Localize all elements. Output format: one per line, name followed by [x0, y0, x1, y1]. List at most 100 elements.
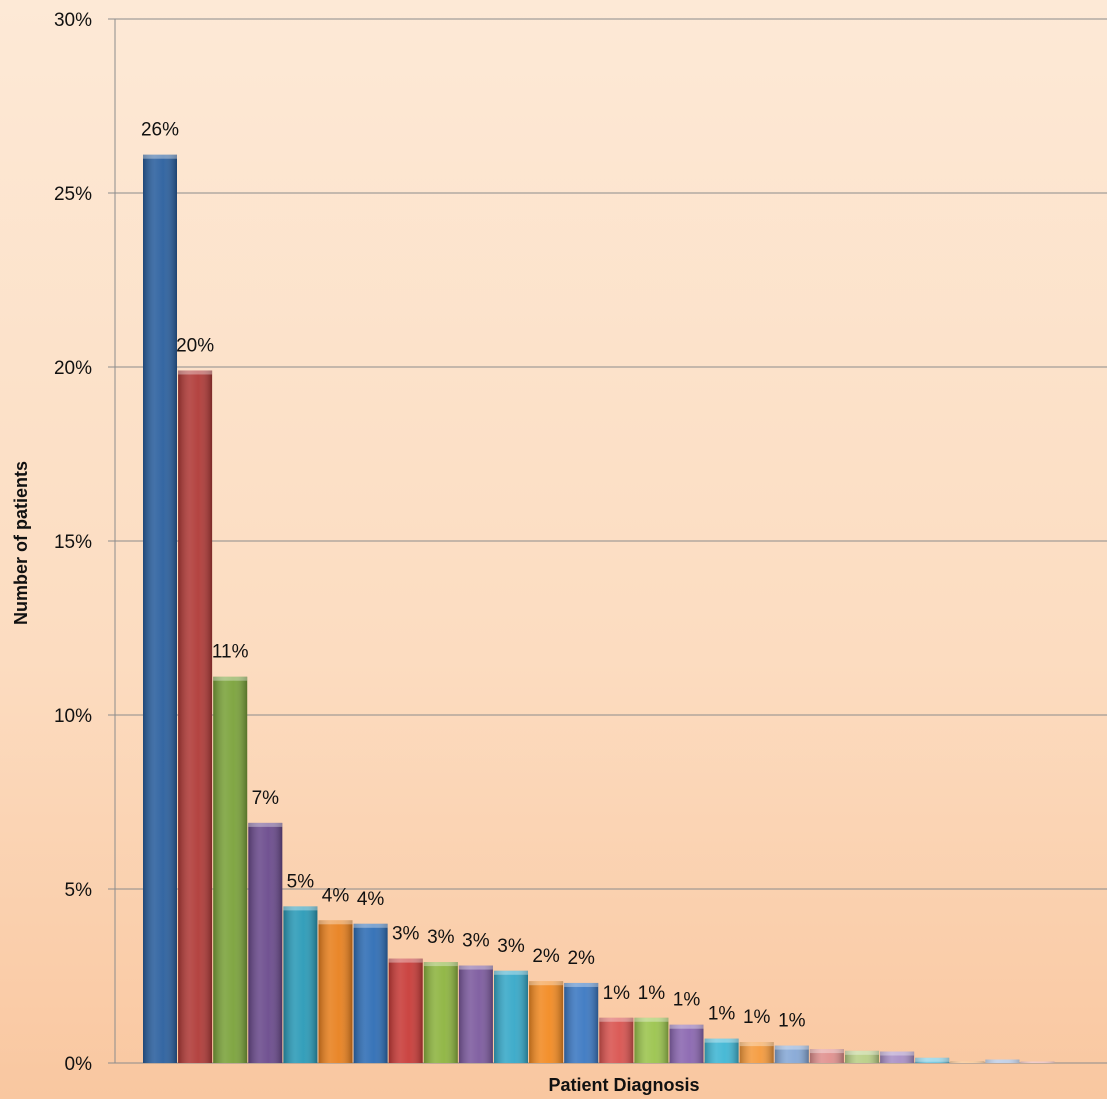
- data-label: 3%: [497, 936, 525, 957]
- bar-highlight: [248, 822, 283, 827]
- bar-highlight: [634, 1017, 669, 1022]
- y-tick-label: 20%: [54, 358, 92, 379]
- bar-shading: [774, 1045, 809, 1063]
- bar: [880, 1051, 915, 1063]
- bar-shading: [248, 822, 283, 1063]
- bar-highlight: [985, 1059, 1020, 1063]
- bar-highlight: [283, 906, 318, 911]
- data-label: 1%: [638, 983, 666, 1004]
- data-label: 11%: [212, 642, 249, 663]
- bar: [388, 958, 423, 1063]
- data-label: 2%: [532, 946, 560, 967]
- bar-highlight: [915, 1057, 950, 1062]
- bar-highlight: [774, 1045, 809, 1050]
- bar-highlight: [845, 1050, 879, 1055]
- bar-shading: [669, 1024, 704, 1063]
- data-label: 7%: [252, 788, 280, 809]
- data-label: 3%: [427, 927, 455, 948]
- bar-shading: [494, 970, 528, 1063]
- data-label: 4%: [357, 889, 385, 910]
- bar-highlight: [1020, 1061, 1055, 1063]
- bar: [1020, 1061, 1055, 1063]
- bar: [704, 1038, 739, 1063]
- bar-highlight: [353, 923, 388, 928]
- data-label: 1%: [673, 990, 701, 1011]
- bar-shading: [283, 906, 318, 1063]
- y-tick-label: 10%: [54, 706, 92, 727]
- data-label: 1%: [708, 1004, 736, 1025]
- y-tick-label: 25%: [54, 184, 92, 205]
- bar-shading: [318, 920, 353, 1063]
- data-label: 20%: [176, 335, 214, 356]
- bar-highlight: [388, 958, 423, 963]
- bar-shading: [845, 1050, 879, 1063]
- bar: [739, 1042, 774, 1063]
- bars: [143, 154, 1055, 1064]
- bar: [950, 1061, 985, 1063]
- data-label: 3%: [462, 931, 490, 952]
- bar-highlight: [599, 1017, 634, 1022]
- bar-shading: [143, 154, 177, 1064]
- bar: [248, 822, 283, 1063]
- bar-highlight: [458, 965, 493, 970]
- bar-shading: [950, 1061, 985, 1063]
- y-axis-title: Number of patients: [11, 461, 31, 625]
- bar: [318, 920, 353, 1063]
- bar-shading: [599, 1017, 634, 1063]
- bar-shading: [880, 1051, 915, 1063]
- bar-shading: [739, 1042, 774, 1063]
- data-label: 1%: [778, 1011, 806, 1032]
- bar: [178, 370, 213, 1064]
- bar-shading: [178, 370, 213, 1064]
- data-label: 3%: [392, 924, 420, 945]
- bar: [283, 906, 318, 1063]
- bar: [669, 1024, 704, 1063]
- bar-highlight: [809, 1049, 844, 1054]
- bar: [599, 1017, 634, 1063]
- bar: [845, 1050, 879, 1063]
- bar: [353, 923, 388, 1063]
- bar-highlight: [739, 1042, 774, 1047]
- bar: [634, 1017, 669, 1063]
- y-tick-label: 15%: [54, 532, 92, 553]
- bar-shading: [423, 962, 458, 1063]
- data-label: 1%: [743, 1007, 771, 1028]
- y-tick-label: 0%: [65, 1054, 93, 1075]
- data-label: 26%: [141, 120, 179, 141]
- bar-highlight: [880, 1051, 915, 1056]
- bar-highlight: [178, 370, 213, 375]
- bar-shading: [915, 1057, 950, 1063]
- bar: [985, 1059, 1020, 1063]
- bar-shading: [985, 1059, 1020, 1063]
- bar: [213, 676, 248, 1063]
- data-label: 5%: [287, 871, 315, 892]
- bar: [774, 1045, 809, 1063]
- bar-shading: [634, 1017, 669, 1063]
- bar-highlight: [564, 982, 599, 987]
- bar-shading: [458, 965, 493, 1063]
- bar-highlight: [529, 981, 564, 986]
- bar: [564, 982, 599, 1063]
- data-label: 1%: [603, 983, 631, 1004]
- bar-shading: [1020, 1061, 1055, 1063]
- bar-shading: [353, 923, 388, 1063]
- bar: [529, 981, 564, 1063]
- data-label: 2%: [567, 948, 595, 969]
- y-tick-label: 5%: [65, 880, 93, 901]
- bar-shading: [213, 676, 248, 1063]
- bar-shading: [388, 958, 423, 1063]
- bar-highlight: [213, 676, 248, 681]
- bar-shading: [704, 1038, 739, 1063]
- bar: [458, 965, 493, 1063]
- bar-highlight: [318, 920, 353, 925]
- data-labels: 26% 20% 11% 7% 5% 4% 4% 3% 3% 3% 3% 2% 2% 1% 1% 1% 1% 1% 1…: [141, 120, 806, 1032]
- bar-shading: [529, 981, 564, 1063]
- bar-highlight: [423, 962, 458, 967]
- y-tick-label: 30%: [54, 10, 92, 31]
- bar: [809, 1049, 844, 1063]
- bar-highlight: [950, 1061, 985, 1063]
- bar-highlight: [143, 154, 177, 159]
- bar: [915, 1057, 950, 1063]
